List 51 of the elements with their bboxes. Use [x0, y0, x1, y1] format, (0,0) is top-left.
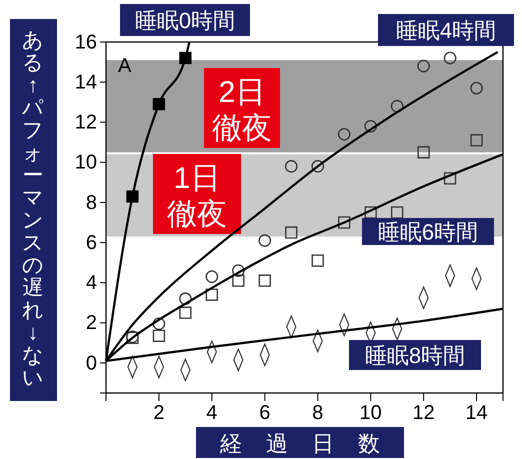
point: [444, 52, 456, 64]
point: [391, 206, 404, 219]
x-tick-label: 4: [206, 402, 218, 424]
point: [470, 134, 483, 146]
x-tick-label: 6: [259, 402, 270, 424]
band-label: 2日徹夜: [212, 76, 272, 145]
y-tick-label: 0: [86, 352, 97, 374]
x-tick-label: 14: [465, 402, 488, 424]
point: [232, 274, 244, 287]
point: [311, 160, 324, 173]
point: [232, 264, 245, 277]
y-tick-label: 10: [74, 152, 97, 174]
y-tick-label: 6: [86, 232, 97, 254]
point: [179, 292, 192, 306]
point: [417, 60, 430, 72]
point: [206, 270, 218, 283]
series-label: 睡眠6時間: [378, 220, 478, 244]
x-tick-label: 12: [412, 402, 435, 424]
band-label: 1日徹夜: [167, 162, 227, 231]
series-label: 睡眠8時間: [364, 343, 466, 368]
point: [179, 306, 192, 319]
y-tick-label: 14: [74, 72, 97, 94]
point: [152, 330, 166, 342]
point: [206, 288, 218, 301]
y-tick-label: 12: [74, 112, 97, 134]
point: [364, 206, 377, 219]
annotation: A: [118, 55, 132, 77]
x-tick-label: 10: [360, 402, 382, 424]
series-label: 睡眠0時間: [134, 8, 236, 33]
point: [338, 216, 350, 229]
point: [284, 160, 298, 173]
point: [258, 234, 272, 247]
y-tick-label: 4: [86, 272, 97, 294]
y-tick-label: 16: [74, 31, 97, 54]
x-tick-label: 8: [312, 402, 324, 424]
y-tick-label: 8: [86, 192, 97, 214]
point: [444, 172, 456, 185]
point: [470, 82, 483, 94]
series-label: 睡眠4時間: [396, 18, 496, 43]
point: [417, 146, 430, 158]
point: [390, 100, 404, 112]
point: [258, 274, 271, 287]
x-tick-label: 2: [153, 402, 164, 424]
x-axis-title: 経過日数: [219, 431, 404, 456]
point: [152, 318, 166, 330]
point: [364, 120, 377, 133]
point: [312, 254, 324, 267]
text: ある↑パフォーマンスの遅れ↓ない: [22, 29, 44, 390]
point: [338, 128, 350, 141]
point: [285, 226, 298, 239]
y-tick-label: 2: [86, 312, 97, 334]
